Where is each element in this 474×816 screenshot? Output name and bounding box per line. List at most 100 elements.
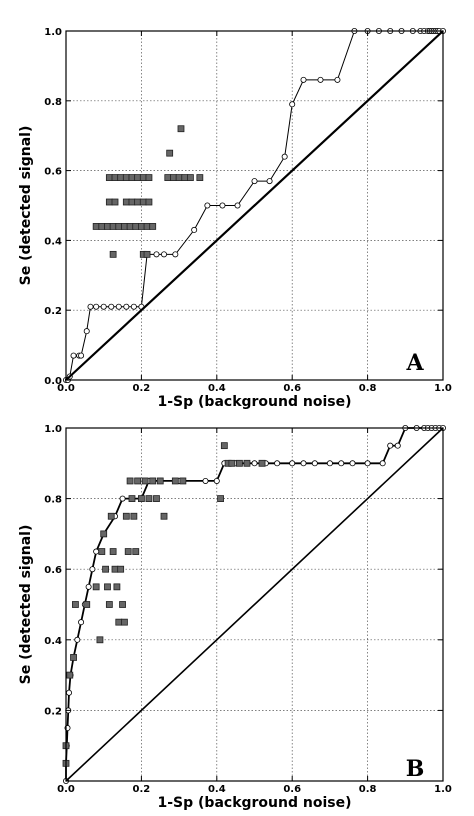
roc-curve-point — [83, 328, 90, 335]
square-point — [109, 548, 117, 555]
square-point — [143, 223, 151, 230]
square-point — [134, 174, 142, 181]
square-point — [83, 601, 91, 608]
y-tick-label: 0.2 — [44, 706, 62, 717]
square-point — [134, 477, 142, 485]
square-point — [117, 565, 125, 573]
square-point — [105, 198, 113, 206]
square-point — [137, 223, 145, 230]
x-tick-label: 0.8 — [359, 383, 377, 394]
x-tick-label: 0.6 — [283, 383, 301, 394]
square-point — [139, 174, 147, 181]
roc-curve-point — [172, 251, 179, 258]
square-point — [156, 477, 164, 485]
square-point — [126, 223, 134, 230]
roc-curve-point — [251, 178, 258, 185]
roc-curve-point — [93, 548, 100, 555]
square-point — [139, 198, 147, 206]
roc-curve-point — [289, 460, 296, 467]
y-tick-label: 0.6 — [44, 167, 62, 178]
y-tick-label: 0.4 — [44, 236, 62, 247]
plot-frame — [65, 30, 444, 381]
square-point — [175, 174, 183, 181]
roc-curve-point — [387, 442, 394, 449]
square-point — [181, 174, 189, 181]
square-point — [130, 512, 138, 520]
square-point — [236, 459, 243, 467]
roc-curve-point — [66, 689, 73, 696]
square-point — [72, 601, 79, 608]
roc-curve-point — [204, 202, 211, 209]
roc-curve-point — [317, 76, 324, 83]
square-point — [70, 654, 77, 661]
square-point — [121, 223, 128, 230]
square-point — [170, 174, 177, 181]
square-point — [98, 548, 106, 555]
square-point — [109, 250, 117, 258]
roc-curve-point — [349, 460, 356, 467]
panel-letter: A — [405, 350, 424, 376]
roc-curve-point — [289, 101, 296, 108]
square-point — [100, 530, 108, 538]
square-point — [66, 671, 74, 679]
square-point — [107, 512, 115, 520]
roc-curve-point — [87, 303, 94, 310]
square-point — [220, 442, 228, 450]
roc-curve-point — [338, 460, 345, 467]
square-point — [126, 477, 134, 485]
y-tick-label: 0.0 — [44, 376, 62, 387]
x-tick-label: 0.8 — [359, 784, 377, 795]
roc-curve-point — [394, 442, 401, 449]
square-point — [258, 459, 266, 467]
square-point — [217, 495, 224, 503]
square-point — [92, 583, 100, 591]
roc-curve-point — [78, 619, 85, 626]
roc-curve-point — [300, 76, 307, 83]
square-point — [132, 223, 140, 230]
roc-curve-point — [326, 460, 333, 467]
square-point — [145, 198, 153, 206]
roc-curve-point — [89, 566, 96, 573]
roc-curve-point — [130, 303, 137, 310]
square-point — [137, 495, 145, 503]
square-point — [92, 223, 100, 230]
square-point — [122, 174, 130, 181]
square-point — [113, 583, 121, 591]
roc-curve-point — [191, 226, 198, 233]
x-tick-label: 0.6 — [283, 784, 301, 795]
y-tick-label: 0.8 — [44, 495, 62, 506]
y-tick-label: 1.0 — [44, 424, 62, 435]
square-point — [166, 149, 174, 157]
square-point — [141, 477, 149, 485]
y-axis-label: Se (detected signal) — [18, 126, 34, 286]
x-axis-label: 1-Sp (background noise) — [158, 394, 352, 410]
square-point — [119, 601, 126, 608]
roc-curve-point — [85, 583, 92, 590]
roc-curve-point — [74, 636, 81, 643]
square-point — [122, 198, 130, 206]
roc-curve-point — [70, 352, 77, 359]
roc-curve-point — [251, 460, 258, 467]
square-point — [121, 618, 128, 626]
roc-curve-point — [100, 303, 107, 310]
square-point — [115, 223, 123, 230]
roc-curve-point — [364, 460, 371, 467]
square-point — [105, 174, 113, 181]
x-tick-label: 0.4 — [208, 383, 226, 394]
chance-diagonal-line — [65, 427, 444, 782]
roc-curve-point — [153, 251, 160, 258]
square-point — [149, 477, 157, 485]
x-tick-label: 0.0 — [57, 784, 75, 795]
roc-curve-point — [213, 477, 220, 484]
square-point — [105, 601, 113, 608]
x-tick-label: 1.0 — [434, 383, 452, 394]
x-tick-label: 0.0 — [57, 383, 75, 394]
x-tick-label: 0.2 — [133, 784, 151, 795]
roc-curve-point — [123, 303, 130, 310]
x-tick-label: 0.2 — [133, 383, 151, 394]
roc-curve-point — [274, 460, 281, 467]
chart-panel-a: 0.0 0.2 0.4 0.6 0.8 1.0 0.0 0.2 0.4 0.6 0.8 1.0 1-Sp… — [18, 27, 452, 410]
square-point — [143, 250, 151, 258]
y-tick-label: 0.4 — [44, 636, 62, 647]
square-point — [124, 548, 132, 555]
